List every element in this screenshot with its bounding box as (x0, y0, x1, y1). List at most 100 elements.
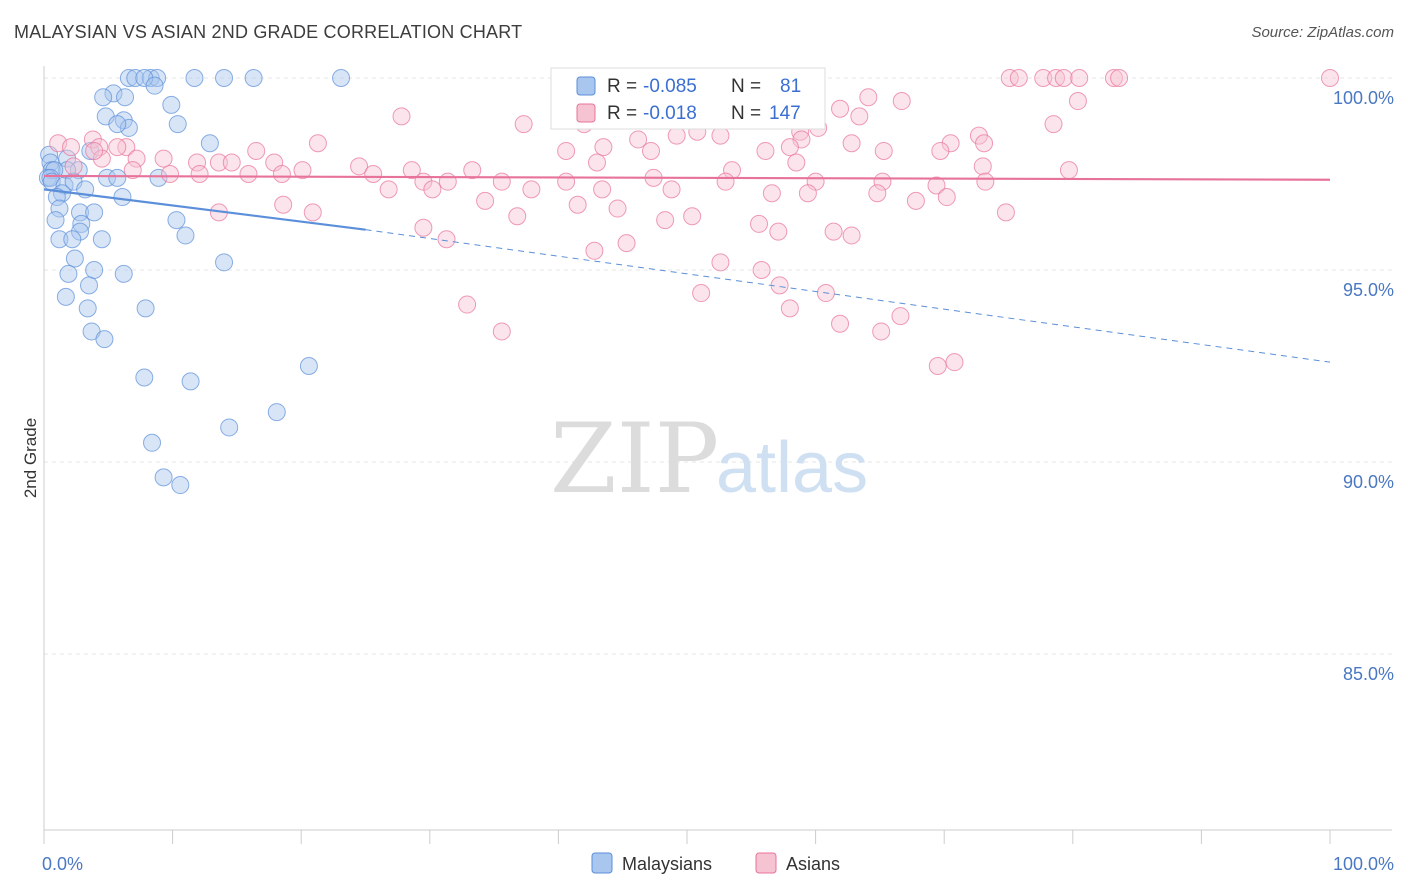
data-point-asians (62, 138, 81, 157)
data-point-asians (1110, 69, 1129, 87)
x-tick-labels: 0.0% 100.0% (42, 854, 1394, 874)
data-point-asians (859, 88, 878, 107)
data-point-asians (1047, 69, 1066, 87)
data-point-asians (842, 226, 861, 245)
data-point-asians (85, 141, 104, 160)
data-point-asians (711, 126, 730, 145)
data-point-malaysians (94, 88, 113, 107)
data-point-malaysians (59, 264, 78, 283)
data-point-asians (492, 322, 511, 341)
trend-line-malaysians (43, 188, 366, 231)
stats-legend: R = -0.085 N = 81 R = -0.018 N = 147 (550, 67, 826, 130)
data-point-malaysians (71, 203, 90, 222)
data-point-asians (842, 134, 861, 153)
data-point-asians (780, 299, 799, 318)
data-point-asians (608, 199, 627, 218)
data-point-malaysians (56, 287, 75, 306)
data-point-asians (402, 161, 421, 180)
data-point-asians (787, 153, 806, 172)
data-point-asians (514, 115, 533, 134)
data-point-malaysians (47, 188, 66, 207)
legend-swatch-asians (576, 103, 596, 123)
legend-r-value-malaysians: -0.085 (643, 76, 697, 97)
data-point-malaysians (46, 211, 65, 230)
watermark: ZIP atlas (550, 403, 868, 515)
data-point-asians (769, 222, 788, 241)
legend-n-value-asians: 147 (769, 103, 801, 124)
data-point-asians (209, 153, 228, 172)
data-point-asians (190, 165, 209, 183)
watermark-zip: ZIP (550, 403, 719, 515)
data-point-asians (83, 130, 102, 149)
x-tick-label: 100.0% (1333, 854, 1394, 874)
data-point-asians (945, 353, 964, 372)
data-point-malaysians (108, 168, 127, 187)
data-point-asians (492, 172, 511, 191)
data-point-malaysians (154, 468, 173, 487)
y-tick-label: 100.0% (1333, 88, 1394, 108)
data-point-asians (937, 188, 956, 207)
data-point-malaysians (162, 95, 181, 114)
data-point-asians (303, 203, 322, 222)
data-point-asians (692, 284, 711, 303)
data-point-asians (831, 99, 850, 118)
y-tick-label: 95.0% (1343, 280, 1394, 300)
data-point-asians (350, 157, 369, 176)
data-point-asians (123, 161, 142, 180)
data-point-asians (308, 134, 327, 153)
data-point-asians (752, 261, 771, 279)
y-tick-label: 90.0% (1343, 472, 1394, 492)
data-point-malaysians (167, 211, 186, 230)
data-point-malaysians (65, 249, 84, 268)
data-point-malaysians (215, 253, 234, 272)
data-point-asians (798, 184, 817, 203)
data-point-asians (750, 214, 769, 233)
trend-lines (43, 174, 1331, 363)
data-point-malaysians (332, 69, 351, 87)
data-point-asians (683, 207, 702, 226)
data-point-asians (458, 295, 477, 314)
legend-n-label-malaysians: N = (731, 76, 761, 97)
data-point-malaysians (63, 230, 82, 249)
data-point-malaysians (135, 69, 154, 87)
data-point-malaysians (181, 372, 200, 391)
data-point-asians (463, 161, 482, 180)
data-point-asians (1104, 69, 1123, 87)
legend-r-value-asians: -0.018 (643, 103, 697, 124)
data-point-malaysians (85, 261, 104, 279)
data-point-malaysians (85, 203, 104, 222)
data-point-malaysians (108, 115, 127, 134)
data-point-asians (617, 234, 636, 253)
data-point-asians (906, 191, 925, 210)
data-point-asians (1054, 69, 1073, 87)
data-point-asians (247, 141, 266, 160)
data-point-asians (239, 165, 258, 183)
data-point-asians (522, 180, 541, 199)
data-point-asians (293, 161, 312, 180)
data-point-asians (117, 138, 136, 157)
data-point-asians (711, 253, 730, 272)
data-point-asians (1070, 69, 1089, 87)
data-point-malaysians (220, 418, 239, 437)
bottom-legend-label-asians: Asians (786, 854, 840, 874)
series-asians-points (49, 69, 1339, 375)
data-point-asians (716, 172, 735, 191)
data-point-asians (568, 195, 587, 214)
data-point-malaysians (50, 199, 69, 218)
data-point-asians (476, 191, 495, 210)
data-point-asians (1034, 69, 1053, 87)
data-point-asians (127, 149, 146, 168)
data-point-asians (850, 107, 869, 126)
data-point-asians (656, 211, 675, 230)
data-point-asians (831, 314, 850, 333)
data-point-malaysians (80, 276, 99, 295)
data-point-malaysians (267, 403, 286, 422)
data-point-malaysians (98, 168, 117, 187)
data-point-malaysians (71, 222, 90, 241)
data-point-asians (108, 138, 127, 157)
data-point-malaysians (72, 214, 91, 233)
series-legend: Malaysians Asians (591, 852, 840, 874)
data-point-asians (780, 138, 799, 157)
data-point-asians (874, 141, 893, 160)
